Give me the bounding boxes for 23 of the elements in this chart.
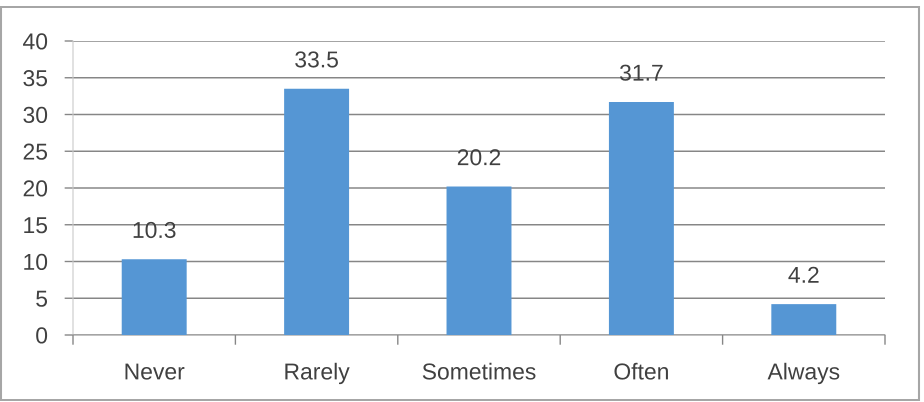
x-tick-label: Rarely bbox=[285, 362, 350, 384]
data-label: 10.3 bbox=[134, 222, 176, 238]
y-tick-label: 30 bbox=[23, 106, 48, 124]
bar bbox=[771, 304, 836, 335]
bar bbox=[284, 88, 350, 335]
y-tick-label: 15 bbox=[24, 217, 48, 234]
y-tick-label: 25 bbox=[24, 144, 48, 160]
y-tick-label: 5 bbox=[36, 290, 48, 307]
bar bbox=[122, 259, 187, 335]
x-tick-label: Sometimes bbox=[422, 362, 536, 380]
bar bbox=[608, 102, 674, 335]
data-label: 20.2 bbox=[458, 149, 500, 166]
data-label: 33.5 bbox=[295, 51, 338, 68]
bar bbox=[446, 186, 512, 335]
y-tick-label: 20 bbox=[24, 180, 48, 197]
x-tick-label: Never bbox=[126, 364, 184, 380]
y-tick-label: 10 bbox=[24, 254, 48, 270]
x-tick-label: Always bbox=[768, 362, 840, 384]
x-tick-label: Often bbox=[614, 362, 668, 380]
y-tick-label: 0 bbox=[36, 327, 48, 344]
data-label: 4.2 bbox=[788, 266, 819, 283]
y-tick-label: 40 bbox=[23, 33, 48, 50]
y-tick-label: 35 bbox=[23, 70, 48, 86]
